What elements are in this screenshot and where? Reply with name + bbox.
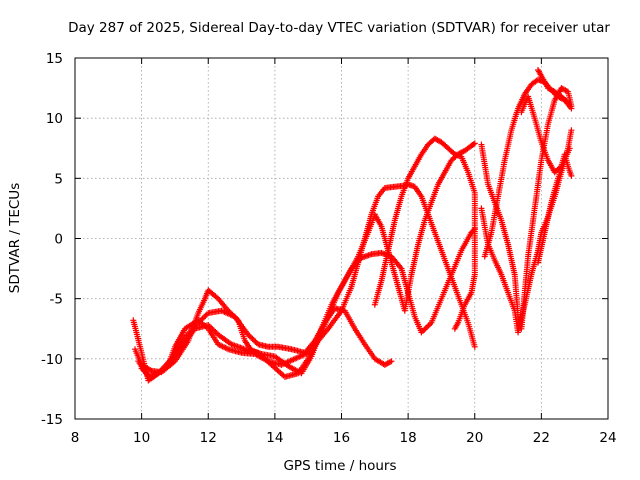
data-point [559,85,566,92]
y-tick-label: -5 [50,292,63,308]
data-point [566,145,573,152]
y-tick-label: 5 [54,171,63,187]
x-axis-label: GPS time / hours [283,458,396,474]
data-points [130,67,575,384]
data-point [471,343,478,350]
data-point [568,105,575,112]
data-point [563,98,570,105]
x-tick-label: 18 [400,430,417,446]
y-tick-label: 10 [46,111,63,127]
x-tick-label: 16 [333,430,350,446]
x-tick-label: 24 [599,430,616,446]
data-point [451,325,458,332]
series-track-4 [138,140,478,382]
data-point [388,358,395,365]
x-tick-label: 14 [266,430,283,446]
gridlines [75,58,608,419]
chart-title: Day 287 of 2025, Sidereal Day-to-day VTE… [68,20,610,36]
data-point [471,140,478,147]
y-tick-label: -15 [41,412,63,428]
x-tick-label: 20 [466,430,483,446]
series-track-11 [535,67,571,106]
x-tick-label: 12 [200,430,217,446]
y-tick-label: 0 [54,232,63,248]
y-axis-label: SDTVAR / TECUs [7,183,23,293]
tick-labels: 8 10 12 14 16 18 20 22 24 -15 -10 -5 0 5 10 15 [41,51,617,446]
x-tick-label: 10 [133,430,150,446]
y-tick-label: -10 [41,352,63,368]
x-tick-label: 22 [533,430,550,446]
series-track-10 [535,145,573,266]
plot-frame [74,57,609,420]
data-point [568,172,575,179]
data-point [565,99,571,106]
x-tick-label: 8 [71,430,80,446]
series-track-5 [371,135,478,332]
data-point [568,127,575,134]
y-tick-label: 15 [46,51,63,67]
data-point [470,141,477,148]
